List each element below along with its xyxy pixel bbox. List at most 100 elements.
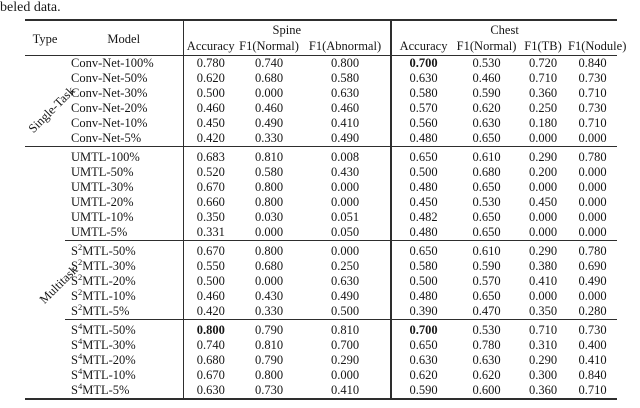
row-group-type-cell: Single-Task: [25, 56, 78, 147]
model-name-cell: S2MTL-30%: [65, 258, 183, 274]
value-cell: 0.530: [472, 56, 501, 70]
value-cell: 0.600: [472, 383, 501, 397]
value-cell: 0.800: [254, 195, 284, 209]
model-name-text: Conv-Net-50%: [71, 71, 148, 85]
value-cell: 0.000: [528, 131, 558, 145]
model-name-text: S: [71, 353, 78, 367]
value-cell: 0.650: [472, 289, 501, 303]
value-cell: 0.710: [518, 319, 569, 338]
table-row: S2MTL-10% 0.460 0.430 0.490 0.480 0.650 0.000 0…: [25, 288, 617, 304]
value-cell: 0.310: [528, 338, 558, 352]
col-header-chest-f1-normal: F1(Normal): [455, 38, 519, 56]
model-name-text: S: [71, 338, 78, 352]
table-row: Conv-Net-20% 0.460 0.460 0.460 0.570 0.620 0.2…: [25, 101, 617, 116]
value-cell: 0.360: [528, 86, 558, 100]
value-cell: 0.800: [254, 368, 284, 382]
table-row: Conv-Net-50% 0.620 0.680 0.580 0.630 0.460 0.7…: [25, 71, 617, 86]
value-cell: 0.780: [568, 146, 618, 165]
table-row: Conv-Net-10% 0.450 0.490 0.410 0.560 0.630 0.1…: [25, 116, 617, 131]
value-cell: 0.450: [528, 195, 558, 209]
value-cell: 0.331: [182, 225, 238, 241]
model-name-text: S: [71, 289, 78, 303]
value-cell: 0.580: [330, 71, 360, 85]
value-cell: 0.610: [455, 240, 519, 259]
model-name-text: Conv-Net-10%: [71, 116, 148, 130]
model-name-text: Conv-Net-5%: [71, 131, 142, 145]
value-cell: 0.460: [182, 289, 238, 304]
value-cell: 0.650: [472, 210, 501, 224]
header-row-metrics: Accuracy F1(Normal) F1(Abnormal) Accurac…: [25, 38, 626, 56]
value-cell: 0.500: [182, 274, 238, 289]
model-name-cell: Conv-Net-10%: [65, 116, 183, 131]
header-row-groups: Type Model Spine Chest: [25, 20, 618, 56]
value-cell: 0.360: [528, 383, 558, 397]
model-name-text: MTL-10%: [82, 368, 136, 382]
model-name-cell: S2MTL-50%: [65, 240, 183, 259]
table-row: UMTL-50% 0.520 0.580 0.430 0.500 0.680 0.200 0.…: [25, 165, 617, 180]
value-cell: 0.520: [182, 165, 238, 180]
value-cell: 0.490: [254, 116, 284, 130]
model-name-text: S: [71, 383, 78, 397]
value-cell: 0.030: [254, 210, 284, 224]
value-cell: 0.290: [528, 353, 558, 367]
value-cell: 0.780: [472, 338, 501, 352]
model-name-superscript: 4: [77, 350, 83, 361]
value-cell: 0.630: [472, 116, 501, 130]
value-cell: 0.290: [518, 146, 569, 165]
value-cell: 0.380: [528, 259, 558, 273]
value-cell: 0.730: [578, 71, 607, 85]
model-name-superscript: 4: [77, 320, 83, 331]
value-cell: 0.810: [238, 146, 300, 165]
col-header-chest-f1-nodule: F1(Nodule): [568, 38, 626, 56]
table-header: Type Model Spine Chest Accuracy F1(Norma…: [25, 20, 626, 56]
value-cell: 0.490: [330, 289, 360, 303]
col-header-chest-accuracy: Accuracy: [390, 38, 456, 56]
model-name-text: Conv-Net-100%: [71, 56, 154, 70]
value-cell: 0.630: [182, 383, 238, 399]
value-cell: 0.000: [578, 195, 607, 209]
value-cell: 0.420: [182, 304, 238, 320]
value-cell: 0.670: [182, 240, 238, 259]
value-cell: 0.000: [578, 165, 607, 179]
value-cell: 0.051: [330, 210, 360, 224]
value-cell: 0.620: [182, 71, 238, 86]
value-cell: 0.800: [330, 56, 360, 70]
value-cell: 0.250: [330, 259, 360, 273]
model-name-cell: S4MTL-5%: [65, 380, 183, 399]
value-cell: 0.000: [300, 240, 392, 259]
col-header-spine-f1-abnormal: F1(Abnormal): [300, 38, 392, 56]
value-cell: 0.630: [330, 86, 360, 100]
value-cell: 0.200: [528, 165, 558, 179]
table-row: Conv-Net-5% 0.420 0.330 0.490 0.480 0.650 0.00…: [25, 131, 617, 147]
value-cell: 0.680: [182, 353, 238, 368]
value-cell: 0.410: [528, 274, 558, 288]
value-cell: 0.680: [254, 71, 284, 85]
value-cell: 0.730: [578, 101, 607, 115]
model-name-cell: UMTL-10%: [65, 210, 183, 225]
value-cell: 0.050: [330, 225, 360, 239]
model-name-text: MTL-5%: [82, 304, 130, 318]
value-cell: 0.580: [390, 259, 456, 274]
value-cell: 0.630: [390, 71, 456, 86]
model-name-superscript: 2: [77, 271, 83, 282]
value-cell: 0.290: [330, 353, 360, 367]
col-header-spine-accuracy: Accuracy: [182, 38, 238, 56]
value-cell: 0.810: [300, 319, 392, 338]
value-cell: 0.450: [390, 195, 456, 210]
model-name-cell: UMTL-100%: [65, 146, 183, 165]
model-name-superscript: 4: [77, 380, 83, 391]
value-cell: 0.250: [528, 101, 558, 115]
value-cell: 0.620: [472, 101, 501, 115]
value-cell: 0.000: [330, 195, 360, 209]
value-cell: 0.790: [254, 353, 284, 367]
value-cell: 0.710: [578, 86, 607, 100]
value-cell: 0.710: [578, 383, 607, 397]
value-cell: 0.000: [254, 274, 284, 288]
results-table: Type Model Spine Chest Accuracy F1(Norma…: [25, 19, 626, 400]
value-cell: 0.330: [254, 304, 284, 318]
value-cell: 0.630: [472, 353, 501, 367]
value-cell: 0.620: [472, 368, 501, 382]
value-cell: 0.630: [390, 353, 456, 368]
value-cell: 0.000: [528, 289, 558, 303]
value-cell: 0.000: [528, 225, 558, 239]
